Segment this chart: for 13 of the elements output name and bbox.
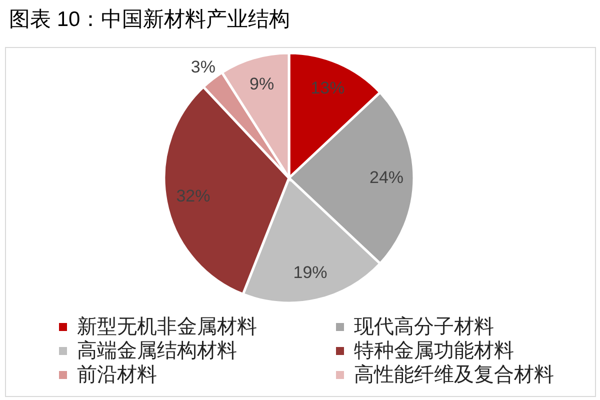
data-label: 13% xyxy=(310,78,345,98)
data-label: 3% xyxy=(190,57,216,76)
data-label: 19% xyxy=(293,263,328,282)
legend-label: 前沿材料 xyxy=(77,364,157,386)
data-label: 9% xyxy=(250,74,274,94)
legend-label: 新型无机非金属材料 xyxy=(77,316,257,338)
legend-label: 特种金属功能材料 xyxy=(354,340,514,362)
legend-label: 现代高分子材料 xyxy=(354,315,494,338)
data-label: 24% xyxy=(369,168,404,187)
legend-label: 高性能纤维及复合材料 xyxy=(354,363,554,386)
legend-label: 高端金属结构材料 xyxy=(77,339,237,362)
chart-title: 图表 10：中国新材料产业结构 xyxy=(9,8,290,31)
data-label: 32% xyxy=(176,186,210,206)
